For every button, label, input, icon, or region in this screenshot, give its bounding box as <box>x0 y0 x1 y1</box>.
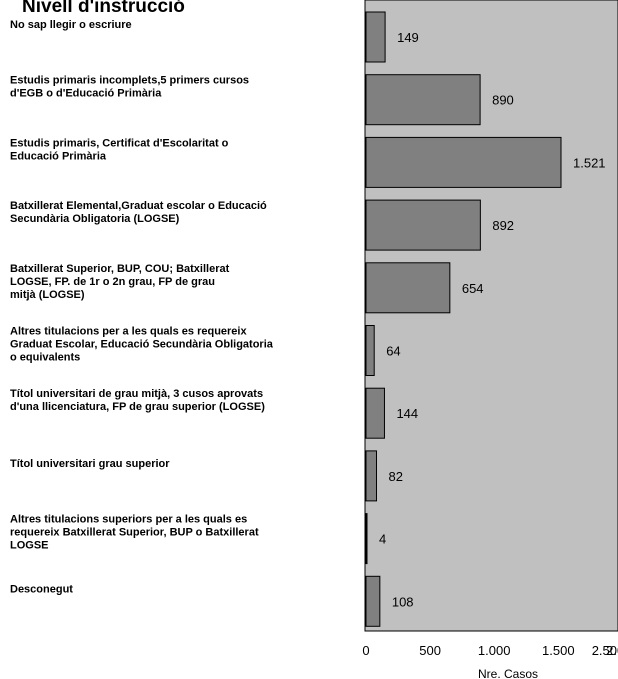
bar <box>365 450 378 502</box>
x-tick-label: 500 <box>419 643 441 658</box>
x-tick-label: 2.50 <box>592 643 617 658</box>
category-label: Desconegut <box>10 583 73 595</box>
bar-value-label: 1.521 <box>573 155 606 170</box>
bar-value-label: 892 <box>492 218 514 233</box>
x-tick-label: 0 <box>362 643 369 658</box>
bars-layer: 149 890 1.521 892 654 64 144 82 4 108 <box>365 11 606 627</box>
bar <box>365 575 381 627</box>
category-label: Altres titulacions superiors per a les q… <box>10 514 259 552</box>
x-tick-label: 2.000 <box>606 643 618 658</box>
category-label: Batxillerat Superior, BUP, COU; Batxille… <box>10 263 230 301</box>
bar <box>365 199 481 251</box>
bar <box>365 74 481 126</box>
x-axis-label: Nre. Casos <box>478 667 538 679</box>
bar-value-label: 64 <box>386 344 400 359</box>
x-tick-label: 1.500 <box>542 643 575 658</box>
category-label: No sap llegir o escriure <box>10 19 132 31</box>
category-label: Estudis primaris, Certificat d'Escolarit… <box>10 137 229 162</box>
bar-value-label: 144 <box>396 406 418 421</box>
category-label: Títol universitari grau superior <box>10 458 170 470</box>
bar-value-label: 654 <box>462 281 484 296</box>
bar <box>365 387 385 439</box>
bar <box>365 513 368 565</box>
bar <box>365 136 562 188</box>
chart-title: Nivell d'instrucció <box>22 0 185 17</box>
bar-value-label: 890 <box>492 93 514 108</box>
bar-value-label: 149 <box>397 30 419 45</box>
bar <box>365 262 451 314</box>
category-labels: No sap llegir o escriure Estudis primaris… <box>10 19 274 595</box>
bar <box>365 325 375 376</box>
bar-value-label: 82 <box>389 469 403 484</box>
x-axis-ticks: 0 500 1.000 1.500 2.0002.50 <box>362 643 618 658</box>
category-label: Altres titulacions per a les quals es re… <box>10 326 274 364</box>
category-label: Títol universitari de grau mitjà, 3 cuso… <box>10 388 265 413</box>
category-label: Estudis primaris incomplets,5 primers cu… <box>10 75 249 100</box>
bar-value-label: 4 <box>379 532 386 547</box>
bar-value-label: 108 <box>392 594 414 609</box>
x-tick-label: 1.000 <box>478 643 511 658</box>
category-label: Batxillerat Elemental,Graduat escolar o … <box>10 200 267 225</box>
bar <box>365 11 386 63</box>
